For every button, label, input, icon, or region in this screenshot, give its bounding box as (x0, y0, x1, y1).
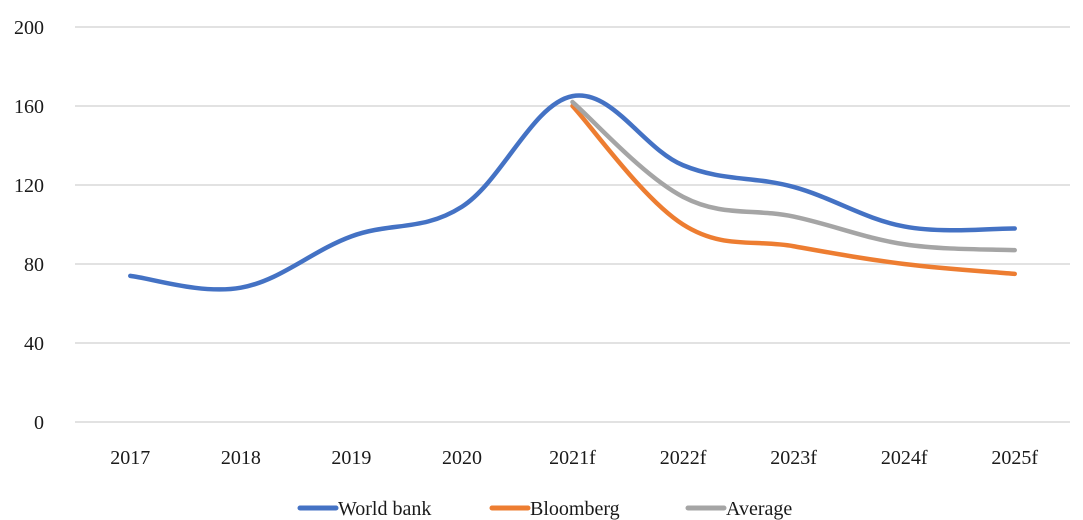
x-tick-label: 2017 (110, 447, 150, 469)
x-axis-tick-labels: 2017 2018 2019 2020 2021f 2022f 2023f 2024f 2025… (110, 447, 1038, 469)
x-tick-label: 2020 (442, 447, 482, 469)
series-line-average (570, 99, 1017, 253)
legend-label: World bank (338, 498, 431, 520)
y-axis-tick-labels: 0 40 80 120 160 200 (14, 17, 44, 434)
gridlines (75, 26, 1070, 423)
y-tick-label: 40 (24, 333, 44, 355)
x-tick-label: 2019 (331, 447, 371, 469)
legend: World bank Bloomberg Average (297, 498, 792, 520)
x-tick-label: 2021f (549, 447, 596, 469)
y-tick-label: 80 (24, 254, 44, 276)
legend-label: Bloomberg (530, 498, 620, 520)
legend-label: Average (726, 498, 792, 520)
x-tick-label: 2025f (991, 447, 1038, 469)
x-tick-label: 2023f (770, 447, 817, 469)
series-lines (128, 93, 1017, 292)
y-tick-label: 200 (14, 17, 44, 39)
x-tick-label: 2022f (660, 447, 707, 469)
series-line-world-bank (128, 93, 1017, 292)
x-tick-label: 2024f (881, 447, 928, 469)
series-line-bloomberg (570, 103, 1017, 277)
x-tick-label: 2018 (221, 447, 261, 469)
y-tick-label: 160 (14, 96, 44, 118)
y-tick-label: 120 (14, 175, 44, 197)
y-tick-label: 0 (34, 412, 44, 434)
